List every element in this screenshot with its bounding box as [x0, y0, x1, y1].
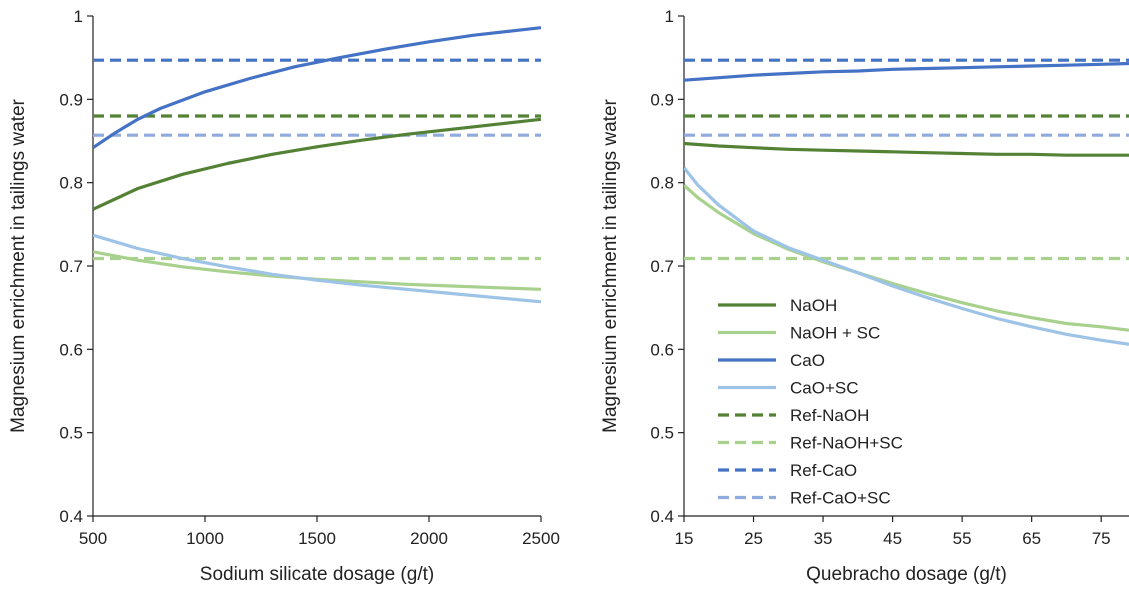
x-tick-label: 45	[883, 529, 902, 548]
x-tick-label: 65	[1022, 529, 1041, 548]
x-tick-label: 2500	[522, 529, 560, 548]
series-line-naoh	[684, 141, 1129, 157]
series-line-cao-sc	[684, 166, 1129, 346]
legend-label-ref-naoh: Ref-NaOH	[790, 406, 869, 425]
y-tick-label: 0.8	[59, 174, 83, 193]
y-tick-label: 0.9	[59, 90, 83, 109]
legend-label-cao-sc: CaO+SC	[790, 379, 859, 398]
y-tick-label: 0.7	[59, 257, 83, 276]
series-line-naoh-sc	[684, 184, 1129, 332]
y-tick-label: 0.4	[59, 507, 83, 526]
series-line-naoh	[93, 117, 541, 211]
series-line-cao	[684, 61, 1129, 82]
x-axis-label: Quebracho dosage (g/t)	[806, 564, 1007, 585]
y-tick-label: 0.9	[650, 90, 674, 109]
legend-label-ref-cao-sc: Ref-CaO+SC	[790, 489, 891, 508]
series-line-cao-sc	[93, 233, 541, 304]
x-tick-label: 1000	[186, 529, 224, 548]
y-tick-label: 1	[665, 7, 674, 26]
legend-label-naoh: NaOH	[790, 296, 837, 315]
legend-label-naoh-sc: NaOH + SC	[790, 324, 880, 343]
x-axis-label: Sodium silicate dosage (g/t)	[200, 564, 434, 585]
y-tick-label: 0.4	[650, 507, 674, 526]
legend-label-ref-cao: Ref-CaO	[790, 461, 857, 480]
y-tick-label: 0.7	[650, 257, 674, 276]
chart-panel-2: 0.4 0.5 0.6 0.7 0.8 0.9 1 15 25 35 45 55 65 75 Quebrac…	[600, 7, 1129, 585]
series-line-cao	[93, 26, 541, 150]
x-tick-label: 25	[744, 529, 763, 548]
y-tick-label: 1	[74, 7, 83, 26]
y-tick-label: 0.5	[650, 424, 674, 443]
y-tick-label: 0.8	[650, 174, 674, 193]
y-axis-label: Magnesium enrichment in tailings water	[600, 98, 621, 432]
legend-label-ref-naoh-sc: Ref-NaOH+SC	[790, 434, 903, 453]
y-tick-label: 0.6	[59, 340, 83, 359]
x-tick-label: 1500	[298, 529, 336, 548]
x-tick-label: 2000	[410, 529, 448, 548]
y-tick-label: 0.5	[59, 424, 83, 443]
y-tick-label: 0.6	[650, 340, 674, 359]
y-axis-label: Magnesium enrichment in tailings water	[8, 98, 29, 432]
x-tick-label: 35	[814, 529, 833, 548]
x-tick-label: 500	[79, 529, 107, 548]
x-tick-label: 75	[1092, 529, 1111, 548]
x-tick-label: 15	[675, 529, 694, 548]
legend: NaOH NaOH + SC CaO CaO+SC Ref-NaOH Ref-NaOH+S…	[718, 296, 903, 508]
x-tick-label: 55	[953, 529, 972, 548]
legend-label-cao: CaO	[790, 351, 825, 370]
